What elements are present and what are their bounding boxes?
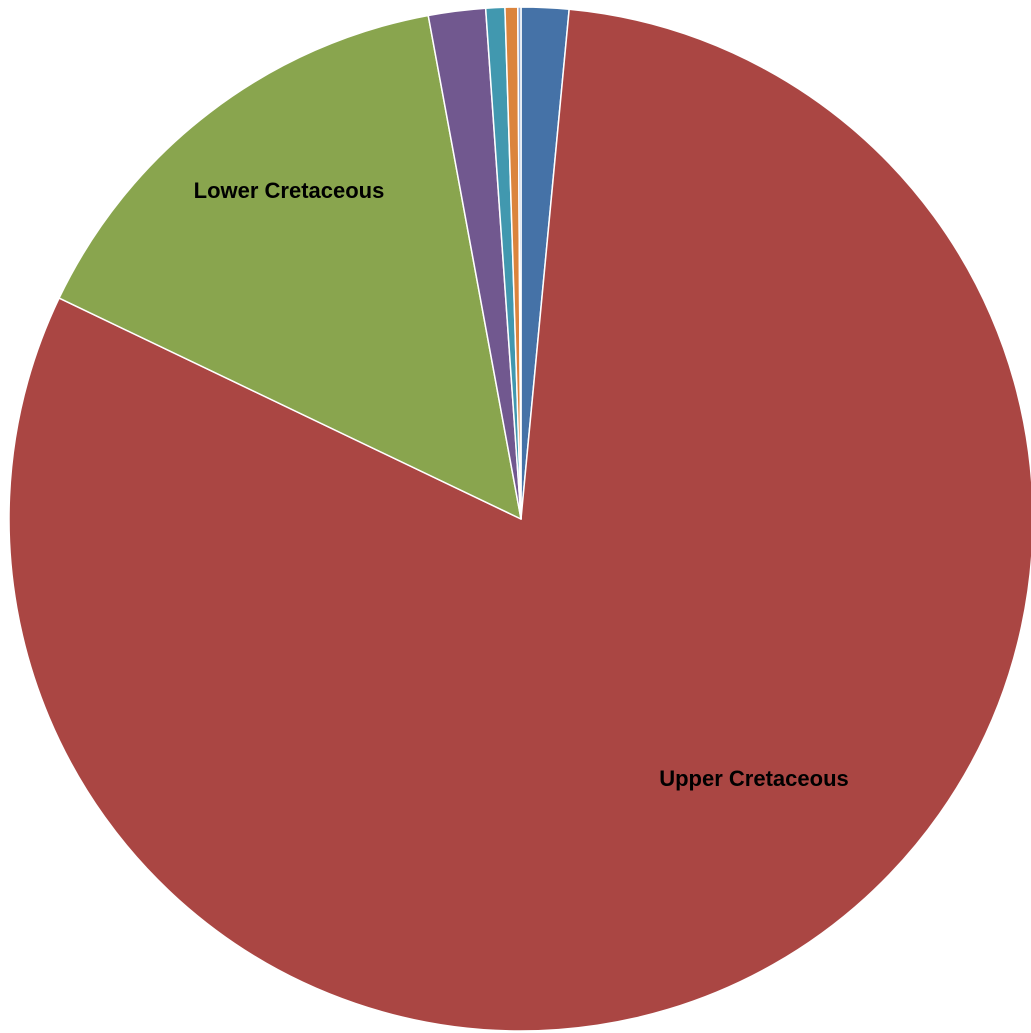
pie-slice-upper-cretaceous [8,8,1031,1032]
pie-slices [8,6,1031,1032]
pie-slice-unlabeled-6 [517,6,522,520]
pie-slice-lower-cretaceous [58,14,522,520]
data-label-upper-cretaceous: Upper Cretaceous [659,766,849,791]
data-label-lower-cretaceous: Lower Cretaceous [194,178,385,203]
pie-labels: Upper Cretaceous Lower Cretaceous [194,178,849,791]
